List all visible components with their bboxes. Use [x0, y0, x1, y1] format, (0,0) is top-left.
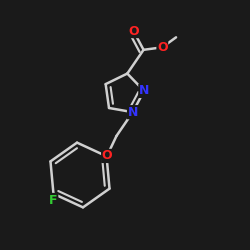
- Text: O: O: [102, 150, 112, 162]
- Text: O: O: [157, 41, 168, 54]
- Text: O: O: [128, 24, 139, 38]
- Text: N: N: [139, 84, 149, 98]
- Text: N: N: [128, 106, 138, 119]
- Text: F: F: [49, 194, 58, 206]
